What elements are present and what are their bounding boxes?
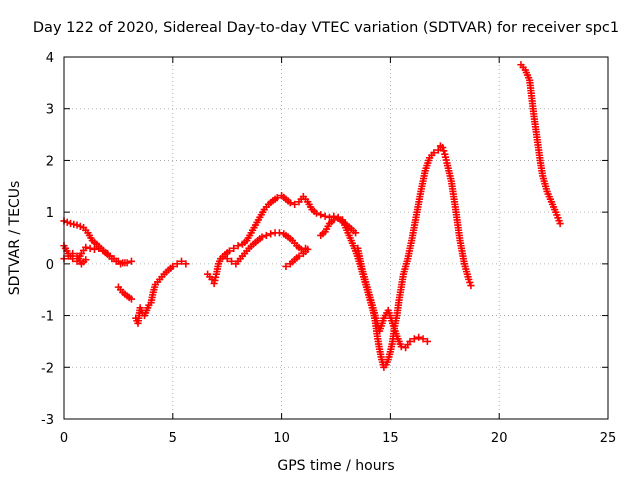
data-series [60, 61, 564, 371]
data-point [467, 281, 475, 290]
data-point-fill [63, 218, 71, 226]
data-point [282, 262, 290, 271]
data-point [291, 200, 299, 208]
data-point [73, 221, 81, 229]
data-point [99, 247, 107, 255]
y-tick-label: 4 [46, 51, 54, 66]
data-point [330, 216, 338, 224]
data-point [423, 337, 431, 346]
data-point [430, 149, 438, 157]
data-point [225, 247, 233, 255]
x-tick-label: 20 [491, 431, 508, 446]
grid-lines [64, 57, 608, 419]
data-point [127, 257, 136, 265]
data-point [121, 259, 129, 267]
y-tick-label: -2 [41, 361, 54, 376]
data-point [82, 243, 90, 251]
series-sat-f [204, 191, 360, 288]
x-tick-label: 0 [60, 431, 68, 446]
data-point [69, 249, 77, 258]
y-tick-label: 0 [46, 258, 54, 273]
data-point [86, 244, 94, 252]
x-tick-label: 25 [600, 431, 617, 446]
series-sat-e [132, 257, 190, 327]
x-tick-label: 10 [273, 431, 290, 446]
data-point [419, 335, 427, 343]
series-sat-b [60, 242, 129, 268]
data-point [275, 229, 284, 237]
series-sat-d [114, 283, 136, 303]
data-point [439, 143, 447, 152]
data-point [182, 260, 190, 268]
data-point [112, 257, 120, 265]
series-sat-g [223, 229, 310, 268]
data-point [173, 260, 181, 268]
data-point [258, 233, 266, 241]
y-axis-label: SDTVAR / TECUs [7, 181, 23, 296]
data-point [321, 212, 329, 220]
data-point [317, 211, 325, 219]
data-point [397, 343, 405, 351]
data-point [273, 194, 281, 202]
data-point [108, 255, 116, 263]
data-point [90, 245, 99, 253]
x-axis-label: GPS time / hours [277, 458, 394, 474]
data-point [286, 199, 294, 207]
y-tick-label: 2 [46, 154, 54, 169]
data-point [334, 213, 342, 221]
data-point [230, 244, 238, 252]
data-point [415, 333, 423, 341]
data-point [95, 244, 103, 252]
data-point [295, 252, 303, 260]
data-point [304, 245, 312, 253]
data-point [116, 260, 125, 268]
data-point [82, 256, 90, 264]
series-sat-j [354, 244, 431, 352]
x-tick-label: 15 [382, 431, 399, 446]
plot-frame [63, 56, 609, 420]
x-tick-label: 5 [169, 431, 177, 446]
axis-ticks: 0 5 10 15 20 25 -3 -2 -1 0 1 2 3 4 [41, 51, 616, 446]
y-tick-label: -3 [41, 413, 54, 428]
data-point [351, 229, 360, 237]
data-point [169, 262, 177, 271]
chart-title: Day 122 of 2020, Sidereal Day-to-day VTE… [33, 20, 619, 36]
series-sat-k [517, 61, 564, 228]
data-point [312, 209, 321, 217]
data-point [177, 257, 186, 265]
data-point [406, 337, 414, 346]
data-point [267, 230, 275, 238]
data-point [127, 295, 136, 303]
series-sat-h [282, 245, 312, 271]
data-point [64, 252, 72, 260]
data-point [410, 335, 418, 343]
data-point-fill [440, 147, 448, 155]
data-point [556, 219, 564, 228]
y-tick-label: -1 [41, 310, 54, 325]
data-point [223, 255, 231, 263]
data-point [262, 231, 270, 240]
data-point [234, 242, 242, 250]
data-point-fill [76, 222, 84, 230]
y-tick-label: 3 [46, 103, 54, 118]
data-point [297, 245, 305, 253]
data-point [227, 257, 236, 265]
data-point [325, 213, 334, 221]
y-tick-label: 1 [46, 206, 54, 221]
